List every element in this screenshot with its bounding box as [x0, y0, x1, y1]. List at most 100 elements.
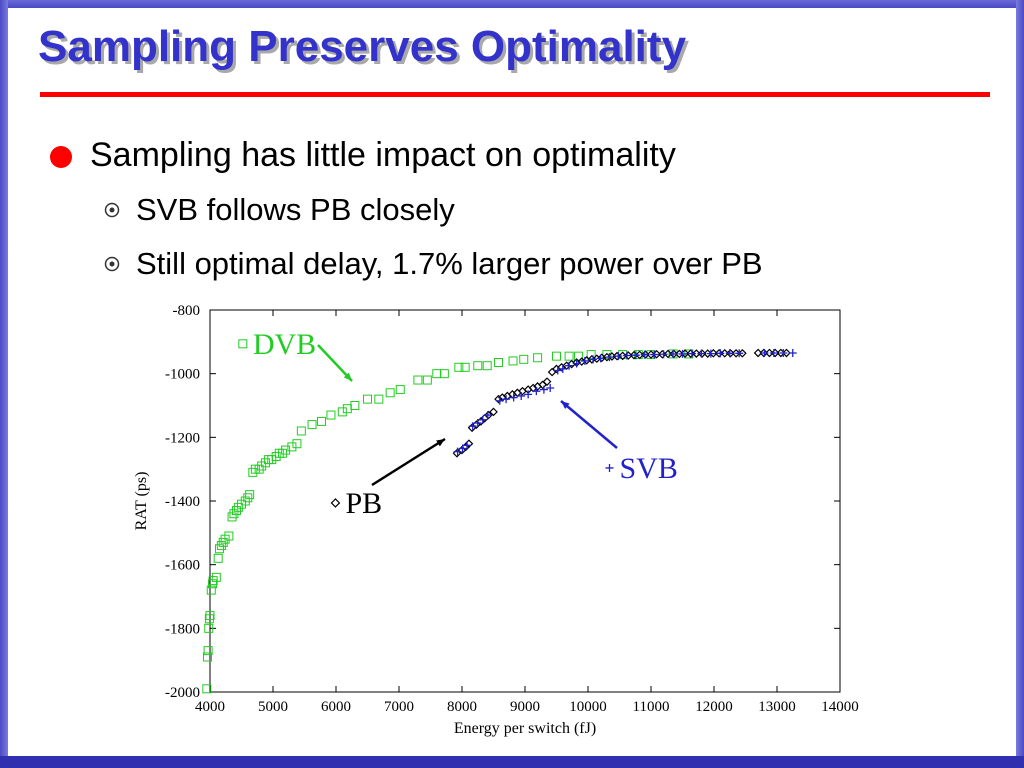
dvb-point	[533, 353, 543, 363]
dvb-point	[564, 351, 574, 361]
pb-point	[542, 377, 552, 386]
frame-right-border	[1016, 0, 1024, 768]
bullet-text: Sampling has little impact on optimality	[90, 136, 676, 174]
bullet-text: Still optimal delay, 1.7% larger power o…	[136, 246, 763, 281]
svb-point	[605, 353, 614, 362]
red-dot-bullet-icon	[50, 145, 72, 168]
svb-point	[687, 349, 696, 358]
svb-legend-marker	[605, 463, 614, 472]
dvb-point	[350, 401, 360, 410]
dvb-point	[307, 420, 317, 430]
svb-point	[463, 441, 472, 450]
pb-point	[692, 349, 701, 358]
dvb-point	[203, 646, 213, 656]
svb-point	[596, 354, 605, 363]
bullet-text: SVB follows PB closely	[136, 192, 455, 227]
x-tick-label: 13000	[758, 699, 796, 715]
dvb-point	[271, 451, 281, 461]
svb-point	[495, 396, 504, 405]
svb-point	[650, 350, 659, 359]
pb-point	[753, 348, 763, 358]
pb-point	[720, 348, 730, 358]
frame-left-border	[0, 0, 8, 768]
svb-point	[779, 348, 788, 357]
dvb-legend-marker	[238, 339, 248, 349]
dvb-point	[205, 611, 215, 621]
y-tick-label: -1800	[165, 621, 200, 637]
x-tick-label: 9000	[510, 699, 540, 715]
dvb-point	[460, 362, 470, 372]
pb-point	[765, 348, 774, 358]
svb-annotation-arrow-head	[561, 401, 570, 410]
pb-point	[489, 407, 498, 417]
dvb-point	[552, 351, 561, 361]
frame-top-border	[0, 0, 1024, 8]
dvb-annotation-arrow-head	[343, 372, 352, 381]
dvb-point	[248, 467, 258, 477]
dvb-point	[206, 585, 216, 595]
x-tick-label: 7000	[384, 699, 414, 715]
dvb-point	[277, 448, 287, 458]
pb-point	[738, 348, 747, 358]
svb-point	[631, 351, 640, 360]
dvb-point	[204, 623, 214, 633]
svb-point	[546, 383, 555, 392]
svb-point	[678, 349, 687, 358]
dvb-point	[287, 442, 297, 452]
pb-legend-marker	[330, 498, 341, 508]
dvb-point	[508, 356, 518, 366]
svb-point	[509, 393, 518, 402]
svb-point	[532, 387, 541, 396]
dvb-point	[454, 362, 464, 372]
dvb-point	[439, 369, 449, 379]
svb-point	[473, 419, 482, 428]
svb-point	[614, 352, 623, 361]
svb-point	[565, 361, 574, 370]
svb-point	[623, 351, 632, 360]
svb-point	[502, 395, 511, 404]
svb-point	[458, 444, 467, 453]
title-underline-rule	[40, 92, 990, 97]
svb-point	[553, 366, 562, 375]
svb-point	[483, 411, 492, 420]
slide-title: Sampling Preserves Optimality	[38, 22, 687, 71]
svb-point	[572, 359, 581, 368]
dvb-point	[296, 426, 306, 436]
dvb-point	[213, 553, 223, 563]
pb-point	[686, 349, 696, 358]
dvb-point	[317, 416, 327, 426]
svb-point	[478, 415, 487, 424]
dvb-point	[211, 572, 221, 582]
bullet-level2: SVB follows PB closely	[104, 192, 455, 228]
dvb-point	[218, 537, 228, 547]
x-tick-label: 12000	[695, 699, 733, 715]
svb-annotation-label: SVB	[620, 452, 678, 485]
pb-point	[770, 348, 780, 358]
circled-dot-bullet-icon	[104, 256, 120, 272]
dvb-point	[363, 394, 372, 404]
svb-point	[453, 447, 462, 456]
dvb-point	[260, 458, 270, 468]
dvb-point	[482, 361, 492, 371]
dvb-annotation-label: DVB	[253, 328, 316, 361]
svb-point	[539, 385, 548, 394]
dvb-point	[586, 350, 596, 360]
dvb-point	[326, 410, 336, 420]
circled-dot-bullet-icon	[104, 202, 120, 218]
svb-point	[769, 348, 778, 357]
bullet-level2: Still optimal delay, 1.7% larger power o…	[104, 246, 763, 282]
pb-point	[494, 394, 503, 404]
x-tick-label: 6000	[321, 699, 351, 715]
svb-point	[468, 422, 477, 431]
dvb-point	[494, 358, 504, 368]
x-tick-label: 4000	[195, 699, 225, 715]
x-tick-label: 11000	[633, 699, 670, 715]
x-tick-label: 5000	[258, 699, 288, 715]
dvb-point	[204, 614, 214, 624]
y-tick-label: -1600	[165, 558, 200, 574]
svb-point	[524, 390, 533, 399]
svb-annotation-arrow	[560, 400, 618, 449]
x-axis-label: Energy per switch (fJ)	[454, 720, 596, 737]
dvb-point	[519, 354, 529, 364]
y-tick-label: -1000	[165, 367, 200, 383]
